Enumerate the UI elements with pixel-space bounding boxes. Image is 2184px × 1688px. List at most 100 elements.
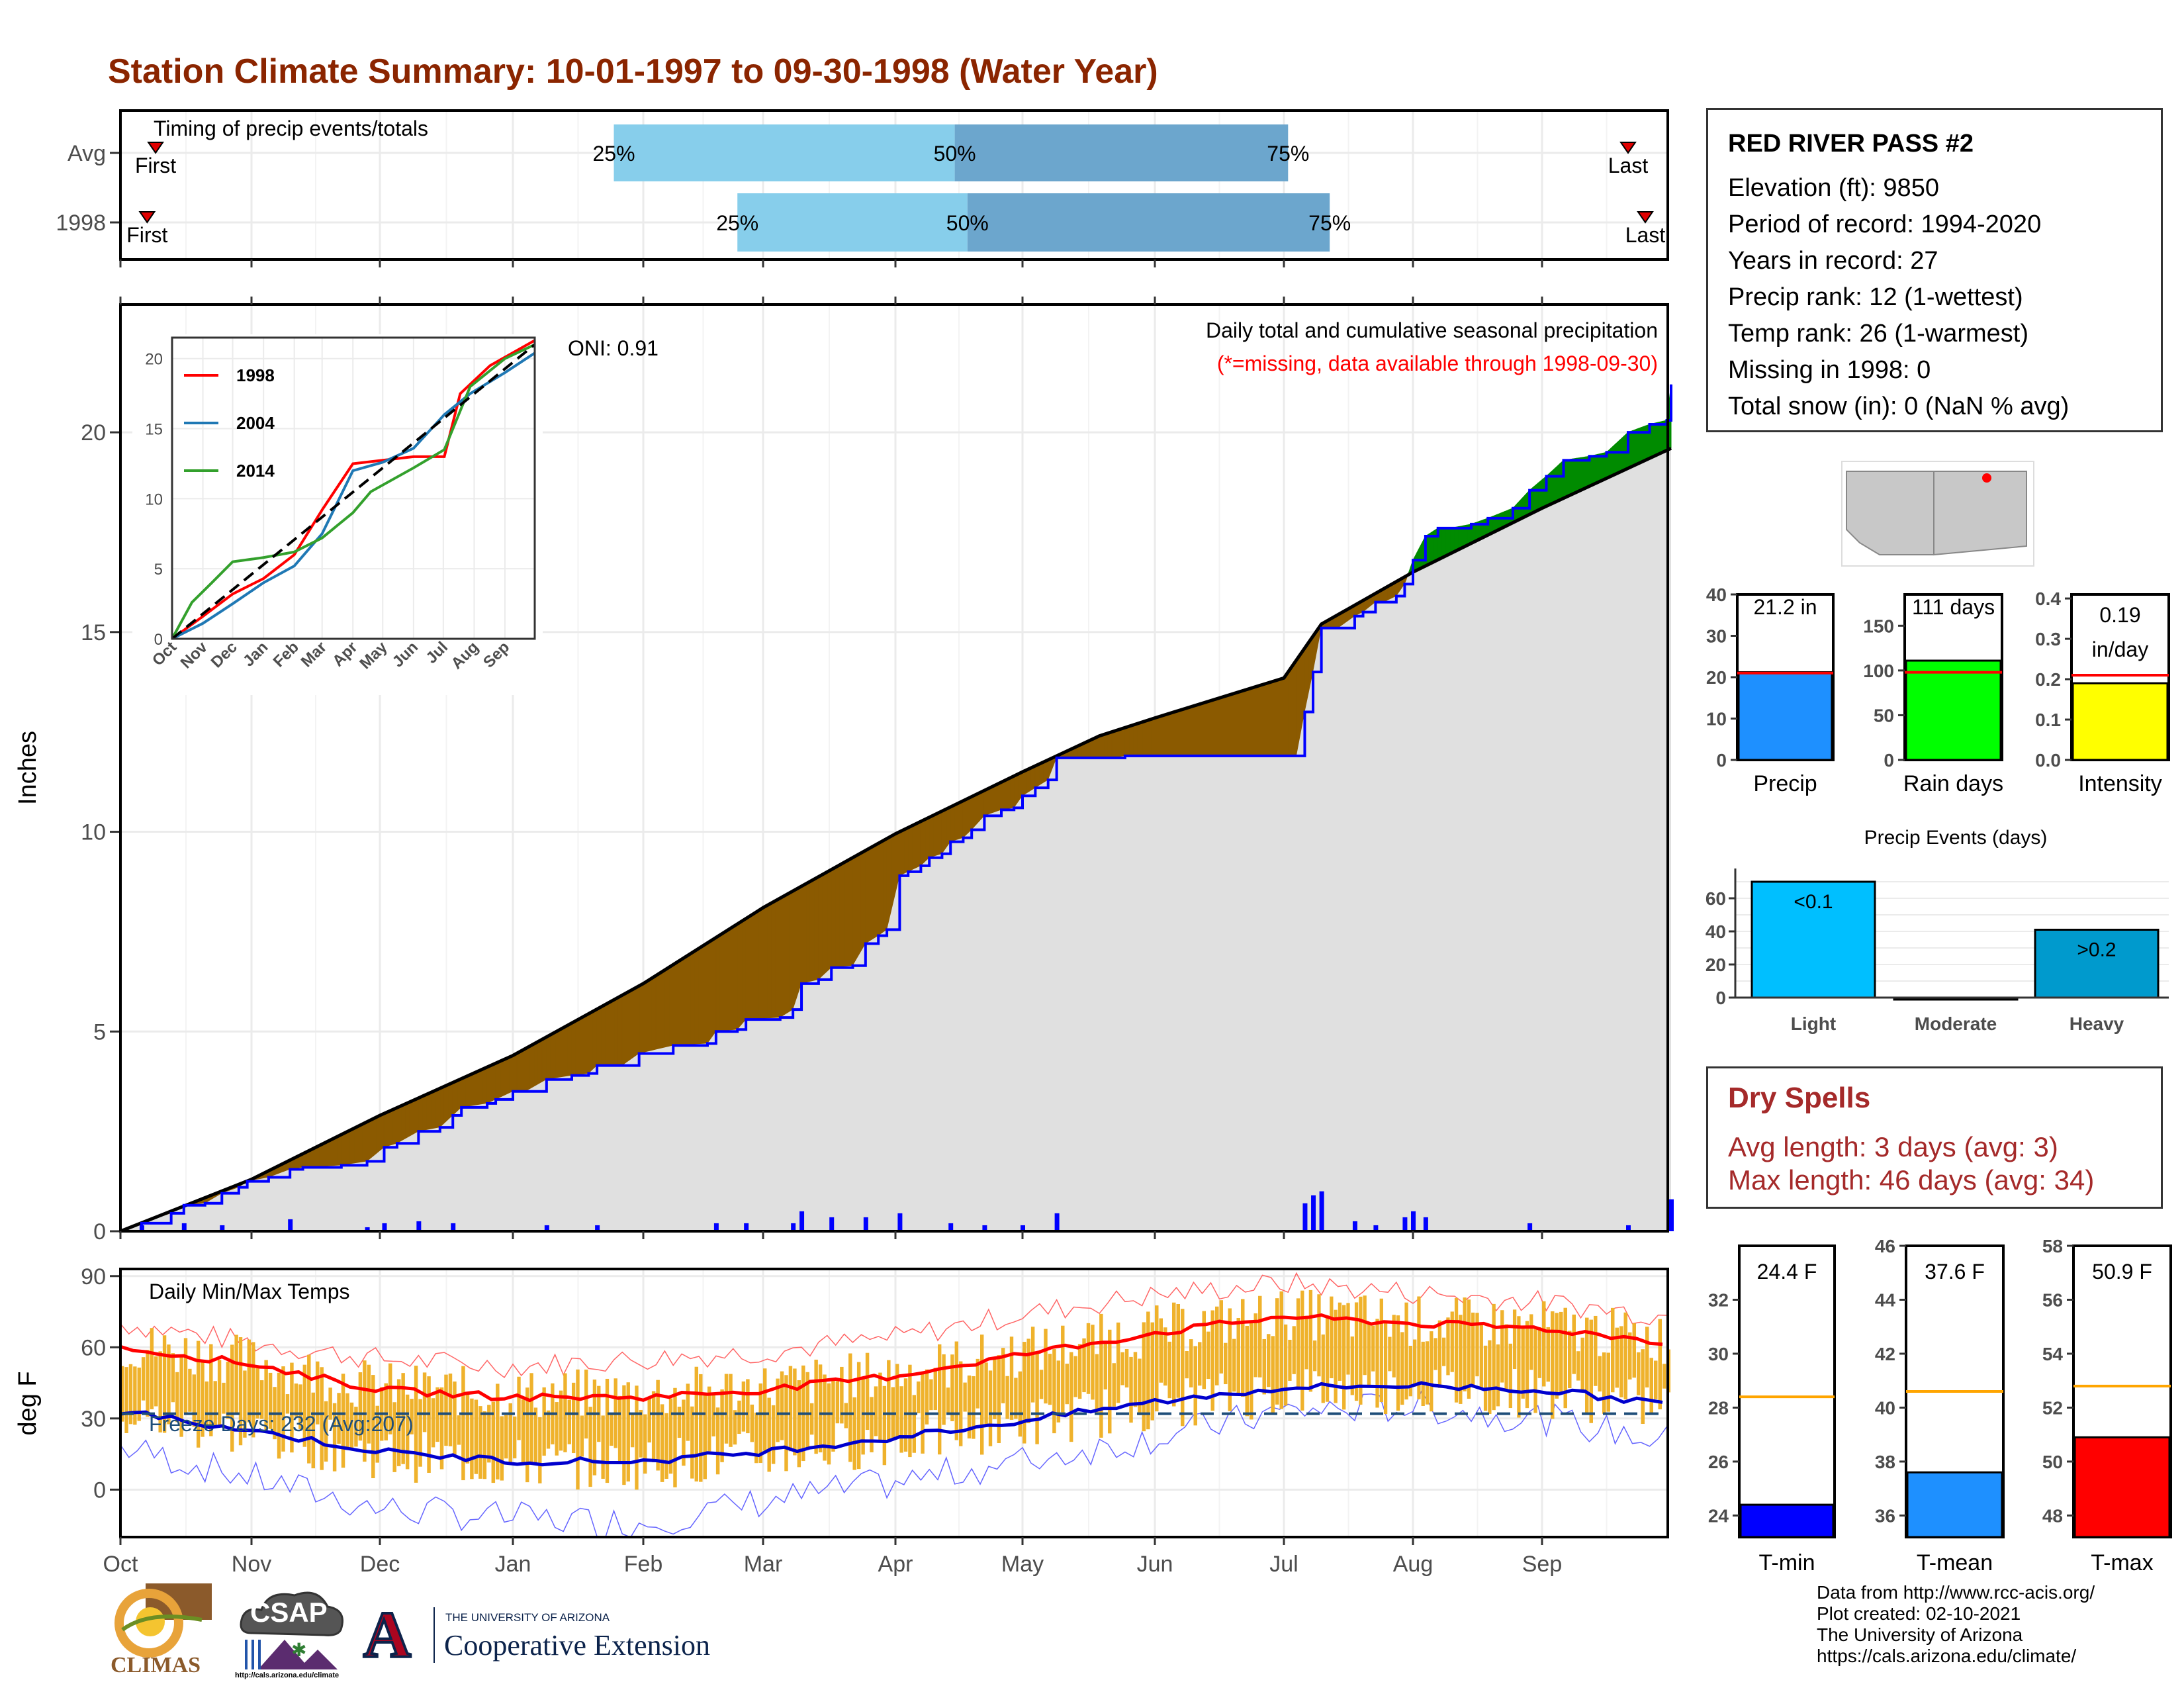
temps-daily-bar [656, 1380, 660, 1471]
temps-daily-bar [720, 1389, 724, 1462]
temps-daily-bar [1388, 1336, 1392, 1372]
precip-anomaly-fill [1176, 709, 1181, 757]
tempbars-ytick-label: 32 [1708, 1289, 1729, 1310]
precip-ytick-label: 5 [93, 1019, 106, 1045]
precip-anomaly-fill [379, 1113, 385, 1152]
temps-daily-bar [1585, 1317, 1589, 1415]
temps-daily-bar [525, 1387, 529, 1483]
totals-value-label: 111 days [1912, 595, 1995, 619]
precip-ytick-label: 10 [81, 820, 106, 845]
precip-anomaly-fill [541, 1036, 547, 1083]
temps-daily-bar [1632, 1323, 1636, 1378]
temps-daily-bar [1496, 1344, 1500, 1407]
precip-anomaly-fill [1576, 457, 1581, 493]
temps-daily-bar [367, 1364, 371, 1444]
precip-anomaly-fill [912, 823, 917, 870]
map-arizona [1846, 471, 1934, 555]
temps-daily-bar [410, 1399, 414, 1434]
temps-daily-bar [972, 1376, 976, 1439]
precip-anomaly-fill [525, 1045, 530, 1092]
precip-anomaly-fill [1271, 680, 1276, 757]
precip-anomaly-fill [882, 837, 887, 933]
temps-daily-bar [1346, 1303, 1350, 1375]
temps-daily-bar [1304, 1315, 1308, 1370]
precip-ytick-label: 0 [93, 1219, 106, 1244]
temps-daily-bar [737, 1400, 741, 1434]
precip-anomaly-fill [925, 816, 930, 863]
logo-divider [433, 1607, 435, 1663]
precip-daily-bar [451, 1223, 456, 1231]
temps-daily-bar [1408, 1346, 1412, 1397]
precip-anomaly-fill [690, 950, 696, 1045]
precip-anomaly-fill [1658, 420, 1663, 455]
inset-legend-label: 1998 [236, 365, 275, 385]
precip-anomaly-fill [580, 1015, 585, 1075]
temps-daily-bar [196, 1340, 201, 1448]
precip-anomaly-fill [435, 1088, 441, 1129]
precip-anomaly-fill [630, 988, 635, 1060]
station-info-box: RED RIVER PASS #2 Elevation (ft): 9850 P… [1706, 108, 2163, 432]
temps-daily-bar [205, 1381, 209, 1429]
timing-title: Timing of precip events/totals [154, 117, 428, 140]
temps-daily-bar [942, 1354, 946, 1425]
temps-daily-bar [660, 1404, 664, 1482]
inset-series-line [171, 352, 536, 640]
temps-title: Daily Min/Max Temps [149, 1280, 349, 1303]
temps-daily-bar [1267, 1334, 1271, 1387]
precip-anomaly-fill [491, 1062, 496, 1102]
temps-daily-bar [1662, 1364, 1666, 1389]
last-label: Last [1608, 154, 1649, 177]
tempbars-category-label: T-max [2091, 1550, 2153, 1575]
temps-daily-bar [997, 1355, 1001, 1444]
precip-anomaly-fill [1128, 724, 1134, 757]
precip-anomaly-fill [745, 915, 751, 1020]
precip-anomaly-fill [1228, 693, 1233, 757]
precip-anomaly-fill [469, 1072, 475, 1107]
precip-anomaly-fill [550, 1031, 556, 1080]
temps-daily-bar [831, 1380, 835, 1452]
temps-daily-bar [954, 1341, 958, 1440]
temps-daily-bar [1133, 1352, 1138, 1407]
precip-anomaly-fill [1193, 704, 1199, 757]
temps-daily-bar [508, 1403, 512, 1463]
temps-daily-bar [448, 1373, 453, 1446]
temps-daily-bar [647, 1397, 651, 1443]
temps-daily-bar [559, 1390, 563, 1451]
temps-daily-bar [912, 1395, 916, 1453]
precip-anomaly-fill [559, 1027, 564, 1078]
temps-daily-bar [137, 1367, 141, 1421]
tempbars-ytick-label: 40 [1875, 1397, 1895, 1418]
temps-daily-bar [1155, 1305, 1159, 1412]
temps-daily-bar [668, 1398, 673, 1474]
precip-anomaly-fill [596, 1006, 602, 1066]
precip-anomaly-fill [1450, 527, 1455, 555]
temps-daily-bar [439, 1387, 444, 1470]
temps-daily-bar [1334, 1309, 1338, 1403]
temps-daily-bar [580, 1415, 584, 1457]
precip-anomaly-fill [1142, 720, 1147, 757]
temps-daily-bar [470, 1398, 474, 1479]
freeze-days-label: Freeze Days: 232 (Avg:207) [149, 1412, 414, 1436]
temps-daily-bar [277, 1372, 281, 1459]
precip-anomaly-fill [1287, 665, 1293, 757]
precip-anomaly-fill [1154, 716, 1160, 757]
temps-daily-bar [1563, 1307, 1567, 1409]
temps-xtick-label: Apr [878, 1552, 913, 1577]
precip-anomaly-fill [775, 897, 781, 1019]
precip-anomaly-fill [672, 961, 678, 1046]
oni-label: ONI: 0.91 [568, 336, 659, 360]
totals-category-label: Precip [1753, 771, 1817, 796]
temps-xtick-label: Jun [1137, 1552, 1173, 1577]
inset-series-line [171, 339, 535, 640]
precip-ytick-label: 15 [81, 620, 106, 645]
timing-pct-label: 50% [946, 211, 989, 235]
totals-ytick-label: 0.3 [2035, 629, 2061, 649]
precip-anomaly-fill [1022, 769, 1027, 797]
temperature-bars-panels: 24 26 28 30 32 24.4 F T-min 36 38 40 42 44 46 37.6 F T… [1708, 1236, 2172, 1575]
temps-daily-bar [513, 1416, 517, 1459]
temps-daily-bar [1450, 1311, 1454, 1372]
page-title: Station Climate Summary: 10-01-1997 to 0… [108, 52, 1158, 91]
precip-daily-bar [1423, 1217, 1428, 1231]
temps-daily-bar [427, 1376, 431, 1473]
map-new-mexico [1933, 471, 2027, 556]
